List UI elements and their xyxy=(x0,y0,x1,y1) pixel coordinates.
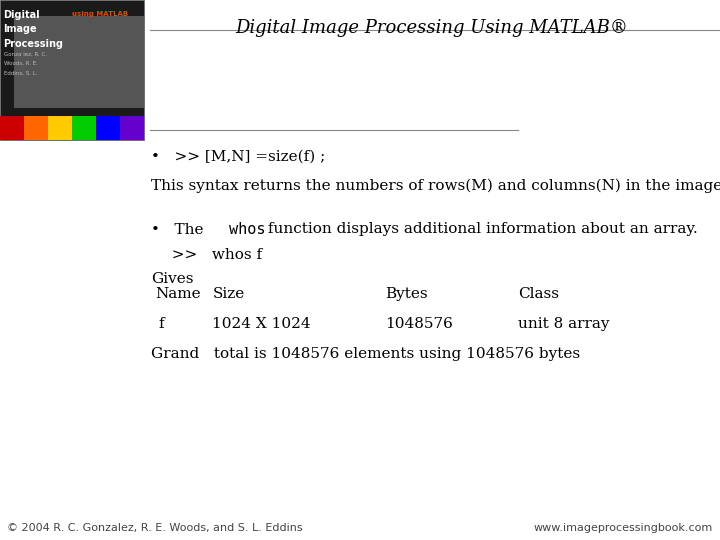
Text: Eddins, S. L.: Eddins, S. L. xyxy=(4,71,37,76)
Text: f: f xyxy=(158,317,164,331)
Text: Size: Size xyxy=(212,287,245,301)
Bar xyxy=(0,0,144,140)
Text: Name: Name xyxy=(155,287,200,301)
Text: •   >> [M,N] =size(f) ;: • >> [M,N] =size(f) ; xyxy=(151,150,325,164)
Text: Gonza lez, R. C.: Gonza lez, R. C. xyxy=(4,51,47,56)
Bar xyxy=(96,116,120,140)
Text: >>   whos f: >> whos f xyxy=(162,248,262,262)
Bar xyxy=(72,116,96,140)
Text: Bytes: Bytes xyxy=(385,287,428,301)
Text: Digital: Digital xyxy=(4,10,40,20)
Text: www.imageprocessingbook.com: www.imageprocessingbook.com xyxy=(534,523,713,533)
Bar xyxy=(0,116,24,140)
Bar xyxy=(14,16,144,108)
Text: Class: Class xyxy=(518,287,559,301)
Text: Image: Image xyxy=(4,24,37,35)
Bar xyxy=(120,116,144,140)
Text: function displays additional information about an array.: function displays additional information… xyxy=(263,222,698,237)
Text: whos: whos xyxy=(229,222,266,237)
Text: Processing: Processing xyxy=(4,39,63,49)
Text: 1024 X 1024: 1024 X 1024 xyxy=(212,317,311,331)
Text: © 2004 R. C. Gonzalez, R. E. Woods, and S. L. Eddins: © 2004 R. C. Gonzalez, R. E. Woods, and … xyxy=(7,523,303,533)
Bar xyxy=(48,116,72,140)
Text: unit 8 array: unit 8 array xyxy=(518,317,610,331)
Text: This syntax returns the numbers of rows(M) and columns(N) in the image.: This syntax returns the numbers of rows(… xyxy=(151,179,720,193)
Text: Digital Image Processing Using MATLAB®: Digital Image Processing Using MATLAB® xyxy=(235,19,629,37)
Text: Grand   total is 1048576 elements using 1048576 bytes: Grand total is 1048576 elements using 10… xyxy=(151,347,580,361)
Text: using MATLAB: using MATLAB xyxy=(72,11,128,17)
Text: Gives: Gives xyxy=(151,272,194,286)
Bar xyxy=(24,116,48,140)
Text: 1048576: 1048576 xyxy=(385,317,453,331)
Text: Woods, R. E.: Woods, R. E. xyxy=(4,61,37,66)
Text: •   The: • The xyxy=(151,222,209,237)
